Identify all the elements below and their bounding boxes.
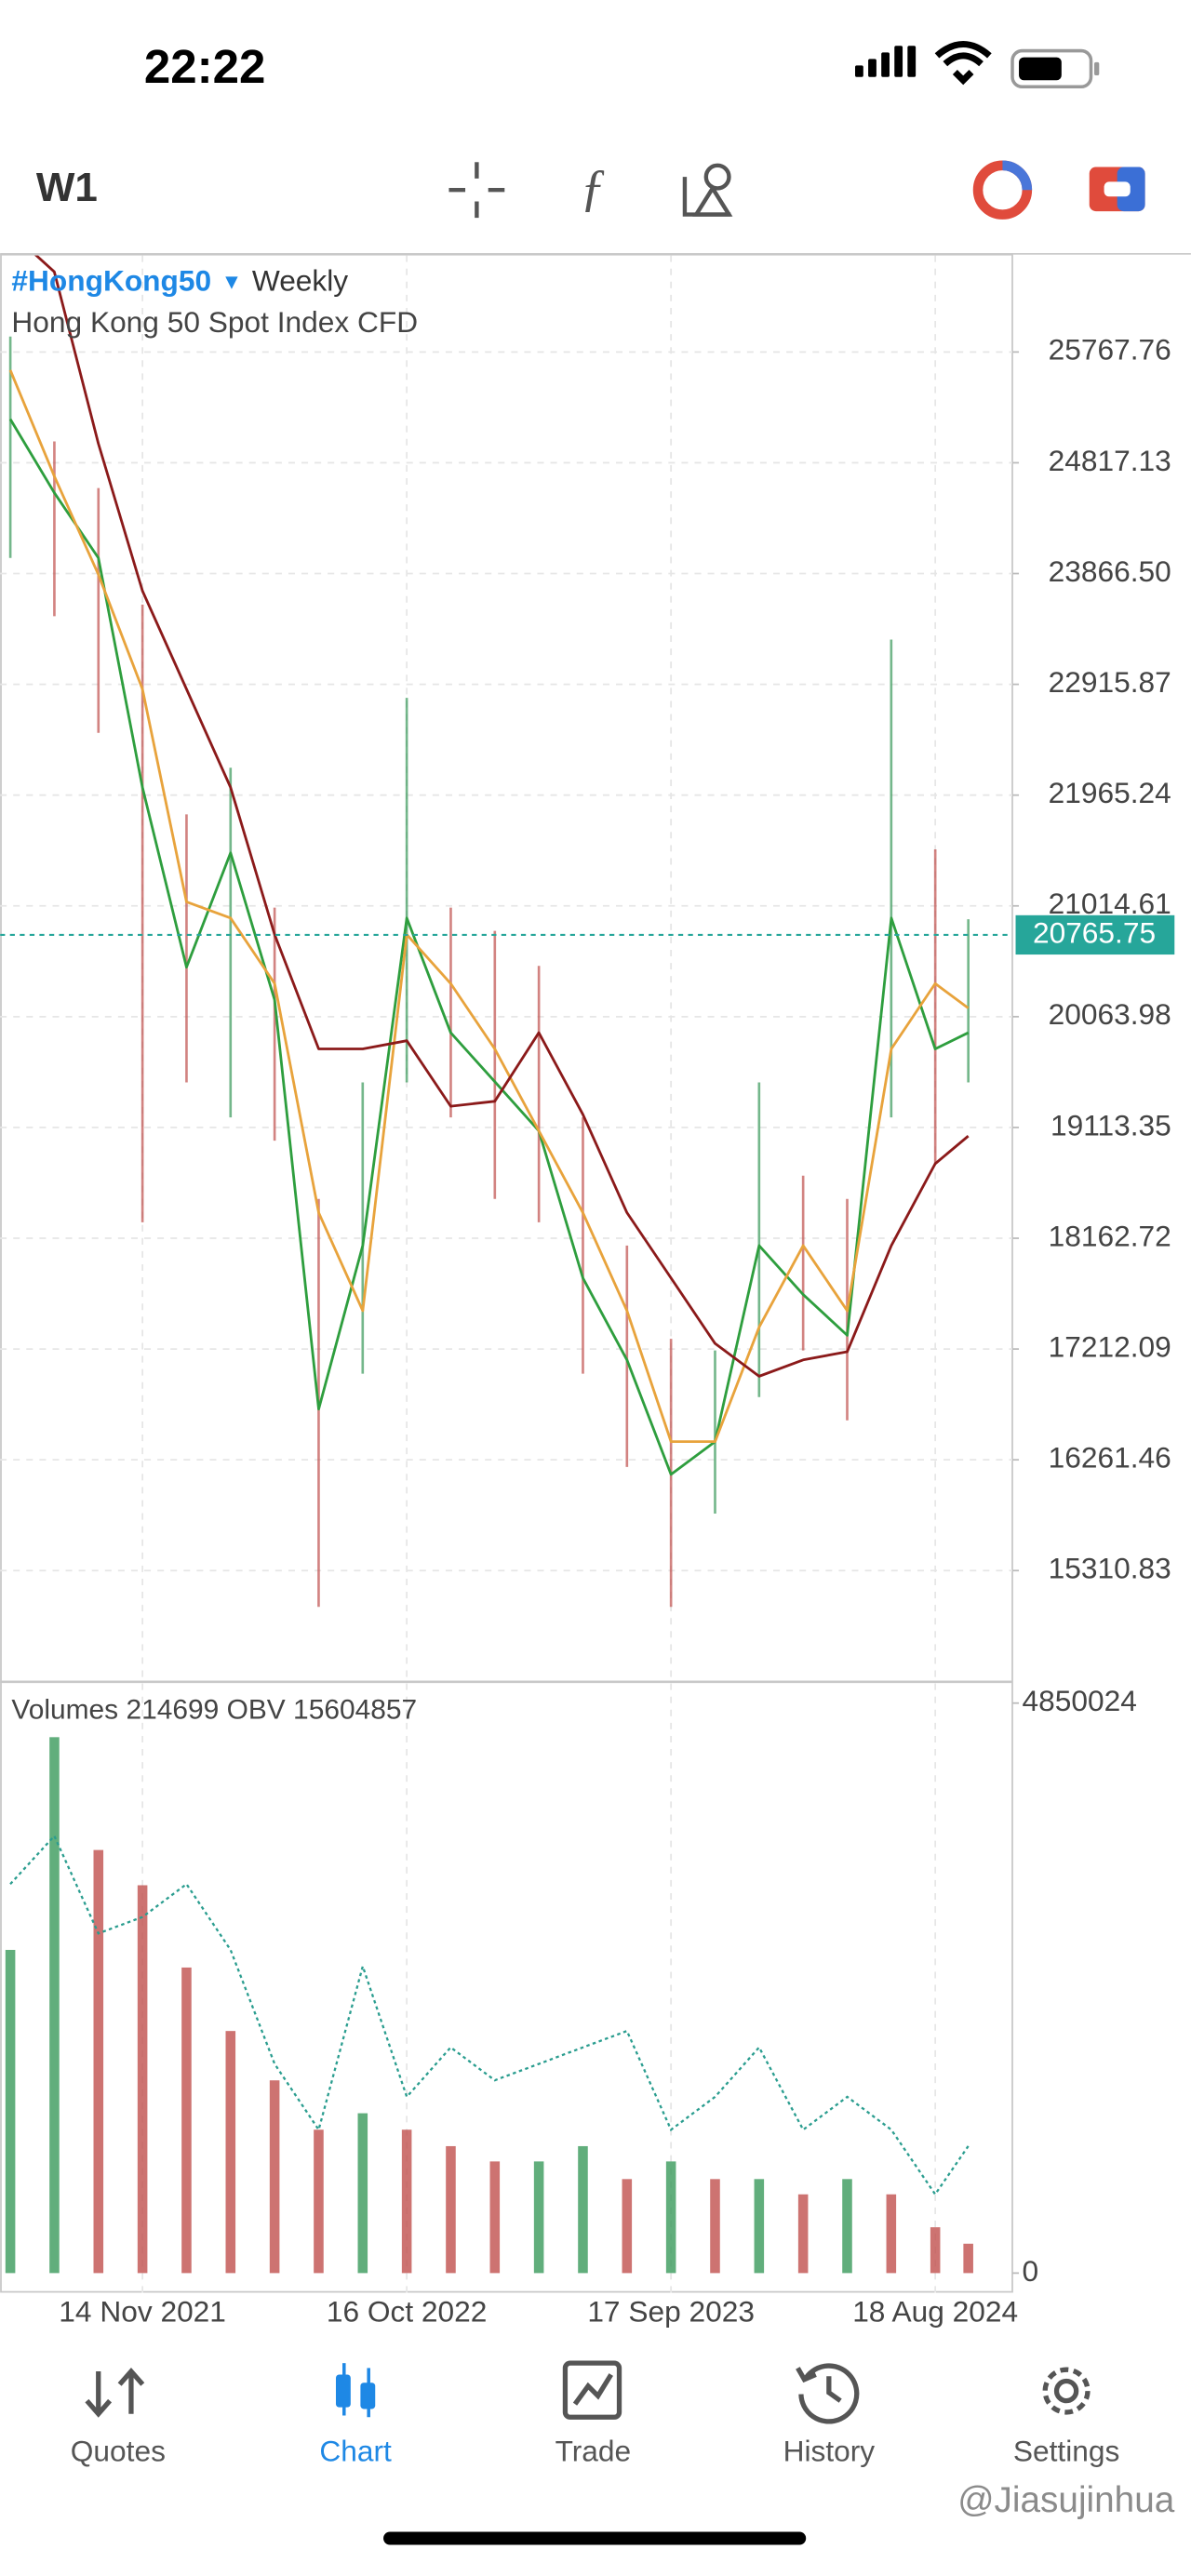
moving-average-line xyxy=(33,255,970,1378)
volume-bar xyxy=(225,2031,236,2274)
volume-bar xyxy=(446,2145,456,2274)
y-tick-label: 19113.35 xyxy=(1050,1108,1171,1141)
y-tick-label: 0 xyxy=(1023,2254,1039,2288)
volume-bar xyxy=(578,2145,588,2274)
nav-label[interactable]: Chart xyxy=(319,2434,392,2467)
home-indicator xyxy=(383,2531,807,2545)
current-price-tag xyxy=(1015,914,1175,955)
obv-label: OBV xyxy=(227,1694,286,1725)
volume-plot xyxy=(5,1737,973,2274)
moving-average-line xyxy=(8,418,970,1476)
nav-history[interactable] xyxy=(796,2363,860,2424)
axes: 25767.76 24817.13 23866.50 22915.87 21965.24… xyxy=(59,333,1175,2329)
volume-bar xyxy=(754,2179,765,2274)
nav-label[interactable]: Settings xyxy=(1013,2434,1119,2467)
volume-bar xyxy=(181,1967,192,2274)
y-tick-label: 16261.46 xyxy=(1049,1441,1171,1475)
volume-bar xyxy=(314,2129,324,2274)
crosshair-button[interactable] xyxy=(448,162,505,219)
bottom-nav: Quotes Chart Trade History Settings xyxy=(71,2434,1120,2467)
volume-legend: Volumes 214699 OBV 15604857 xyxy=(11,1694,417,1725)
chart-frame xyxy=(0,253,1013,2293)
moving-average-line xyxy=(8,369,970,1444)
y-tick-label: 4850024 xyxy=(1023,1684,1137,1717)
y-tick-label: 23866.50 xyxy=(1049,554,1171,588)
y-tick-label: 18162.72 xyxy=(1049,1219,1171,1252)
obv-value: 15604857 xyxy=(293,1694,417,1725)
volume-label: Volumes xyxy=(11,1694,118,1725)
volume-bar xyxy=(137,1885,148,2274)
volume-bar xyxy=(797,2194,809,2274)
signal-icon xyxy=(855,46,917,77)
y-tick-label: 15310.83 xyxy=(1049,1552,1171,1585)
objects-button[interactable] xyxy=(682,163,733,217)
volume-bar xyxy=(930,2227,941,2274)
chart-legend: #HongKong50 ▼ Weekly xyxy=(11,264,348,298)
account-button[interactable] xyxy=(972,160,1033,220)
volume-bar xyxy=(842,2179,852,2274)
grid xyxy=(0,255,1013,2293)
obv-line xyxy=(9,1834,970,2196)
x-tick-label: 18 Aug 2024 xyxy=(852,2295,1018,2329)
nav-chart[interactable] xyxy=(335,2363,376,2418)
nav-settings[interactable] xyxy=(1042,2367,1091,2415)
timeframe[interactable]: W1 xyxy=(36,165,98,210)
y-tick-label: 25767.76 xyxy=(1049,333,1171,367)
current-price-label: 20765.75 xyxy=(1033,915,1156,949)
nav-label[interactable]: Quotes xyxy=(71,2434,166,2467)
symbol-dropdown[interactable]: ▼ xyxy=(221,270,243,294)
symbol[interactable]: #HongKong50 xyxy=(11,264,211,298)
volume-bar xyxy=(622,2179,633,2274)
y-tick-label: 20063.98 xyxy=(1049,997,1171,1031)
y-tick-label: 17212.09 xyxy=(1049,1329,1171,1363)
volume-bar xyxy=(710,2179,720,2274)
volume-bar xyxy=(93,1849,104,2274)
volume-bar xyxy=(5,1949,16,2274)
nav-quotes[interactable] xyxy=(85,2367,145,2418)
wifi-icon xyxy=(934,41,992,86)
volume-bar xyxy=(886,2194,897,2274)
status-time: 22:22 xyxy=(144,40,266,93)
volume-bar xyxy=(401,2129,412,2274)
nav-label[interactable]: History xyxy=(783,2434,876,2467)
trade-button[interactable] xyxy=(1089,167,1145,212)
x-tick-label: 16 Oct 2022 xyxy=(327,2295,488,2329)
y-tick-label: 22915.87 xyxy=(1049,665,1171,699)
y-tick-label: 21965.24 xyxy=(1049,776,1171,809)
price-plot xyxy=(0,255,1013,1608)
y-tick-label: 24817.13 xyxy=(1049,444,1171,477)
period: Weekly xyxy=(252,264,348,298)
volume-bar xyxy=(357,2113,368,2274)
symbol-description: Hong Kong 50 Spot Index CFD xyxy=(11,305,418,339)
volume-value: 214699 xyxy=(126,1694,219,1725)
watermark: @Jiasujinhua xyxy=(957,2480,1174,2520)
volume-bar xyxy=(665,2161,676,2274)
volume-bar xyxy=(533,2161,544,2274)
x-tick-label: 17 Sep 2023 xyxy=(587,2295,755,2329)
volume-bar xyxy=(49,1737,60,2274)
x-tick-label: 14 Nov 2021 xyxy=(59,2295,226,2329)
nav-label[interactable]: Trade xyxy=(555,2434,632,2467)
volume-bar xyxy=(489,2161,501,2274)
volume-bar xyxy=(963,2243,973,2274)
nav-trade[interactable] xyxy=(562,2360,622,2420)
volume-bar xyxy=(269,2080,280,2274)
indicators-button[interactable]: ƒ xyxy=(580,160,606,218)
battery-icon xyxy=(1010,48,1100,89)
y-tick-label: 21014.61 xyxy=(1049,887,1171,920)
